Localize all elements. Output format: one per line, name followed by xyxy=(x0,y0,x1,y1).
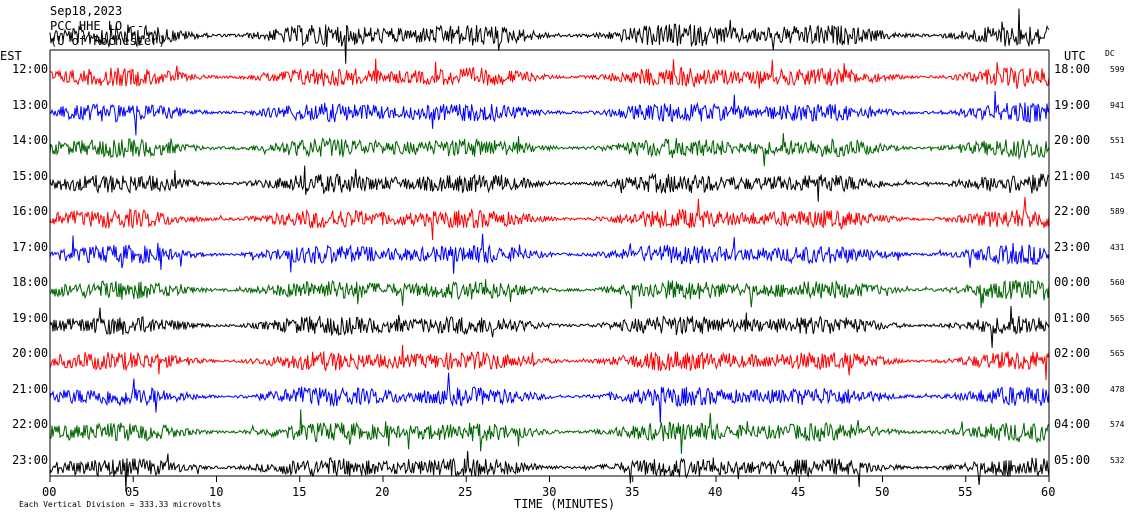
est-time-label: 21:00 xyxy=(12,381,49,396)
x-tick-label: 15 xyxy=(292,485,307,499)
dc-value: 574 xyxy=(1110,420,1125,429)
dc-value: 565 xyxy=(1110,313,1125,323)
trace-row xyxy=(49,165,1050,202)
x-tick-label: 05 xyxy=(125,485,140,499)
station-label: PCC HHE LO -- xyxy=(50,19,144,33)
est-time-label: 16:00 xyxy=(12,204,49,218)
est-time-label: 15:00 xyxy=(12,168,49,183)
x-tick-label: 00 xyxy=(42,485,57,499)
x-axis-label: TIME (MINUTES) xyxy=(514,497,616,511)
dc-value: 551 xyxy=(1110,136,1125,145)
footer-note: Each Vertical Division = 333.33 microvol… xyxy=(19,500,222,509)
trace-row xyxy=(49,450,1050,492)
left-axis-label: EST xyxy=(0,49,22,63)
utc-time-label: 05:00 xyxy=(1054,452,1091,467)
trace-row xyxy=(49,409,1050,454)
est-time-label: 18:00 xyxy=(12,275,49,289)
dc-label: DC xyxy=(1105,49,1115,58)
trace-row xyxy=(49,58,1050,89)
est-time-label: 14:00 xyxy=(12,133,49,147)
utc-time-label: 22:00 xyxy=(1054,204,1091,218)
location-label: (U of Rochester) xyxy=(50,34,166,48)
x-tick-label: 25 xyxy=(458,485,473,499)
est-time-label: 23:00 xyxy=(12,452,49,467)
trace-row xyxy=(49,344,1050,381)
dc-value: 941 xyxy=(1110,100,1125,110)
utc-time-label: 01:00 xyxy=(1054,310,1091,325)
utc-time-label: 19:00 xyxy=(1054,97,1091,112)
x-tick-label: 40 xyxy=(708,485,723,499)
est-time-label: 13:00 xyxy=(12,97,49,112)
trace-row xyxy=(49,90,1050,136)
x-tick-label: 60 xyxy=(1041,485,1056,499)
trace-layer xyxy=(49,8,1050,492)
trace-row xyxy=(49,233,1050,274)
dc-value: 145 xyxy=(1110,171,1125,181)
trace-row xyxy=(49,305,1050,348)
x-tick-label: 35 xyxy=(625,485,640,499)
x-tick-label: 30 xyxy=(542,485,557,499)
trace-row xyxy=(49,196,1050,241)
est-time-label: 22:00 xyxy=(12,417,49,431)
chart-title-date: Sep18,2023 xyxy=(50,4,123,18)
dc-value: 431 xyxy=(1110,242,1125,252)
dc-value: 599 xyxy=(1110,65,1125,74)
x-tick-label: 45 xyxy=(791,485,806,499)
x-tick-label: 55 xyxy=(958,485,973,499)
x-tick-marks xyxy=(49,476,1050,482)
utc-time-label: 21:00 xyxy=(1054,168,1091,183)
x-tick-label: 50 xyxy=(875,485,890,499)
est-time-label: 12:00 xyxy=(12,62,49,76)
dc-value: 589 xyxy=(1110,207,1125,216)
trace-top xyxy=(49,8,1050,64)
est-time-label: 17:00 xyxy=(12,239,49,254)
dc-value: 478 xyxy=(1110,384,1125,394)
utc-time-label: 03:00 xyxy=(1054,381,1091,396)
trace-row xyxy=(49,279,1050,309)
utc-time-label: 02:00 xyxy=(1054,346,1091,360)
est-time-label: 19:00 xyxy=(12,310,49,325)
right-axis-label: UTC xyxy=(1064,49,1086,63)
dc-value: 565 xyxy=(1110,349,1125,358)
x-tick-label: 10 xyxy=(209,485,224,499)
utc-time-label: 04:00 xyxy=(1054,417,1091,431)
utc-time-label: 18:00 xyxy=(1054,62,1091,76)
utc-time-label: 20:00 xyxy=(1054,133,1091,147)
trace-row xyxy=(49,132,1050,167)
dc-value: 532 xyxy=(1110,455,1125,465)
utc-time-label: 23:00 xyxy=(1054,239,1091,254)
est-time-label: 20:00 xyxy=(12,346,49,360)
utc-time-label: 00:00 xyxy=(1054,275,1091,289)
dc-value: 560 xyxy=(1110,278,1125,287)
x-tick-label: 20 xyxy=(375,485,390,499)
trace-row xyxy=(49,372,1050,423)
